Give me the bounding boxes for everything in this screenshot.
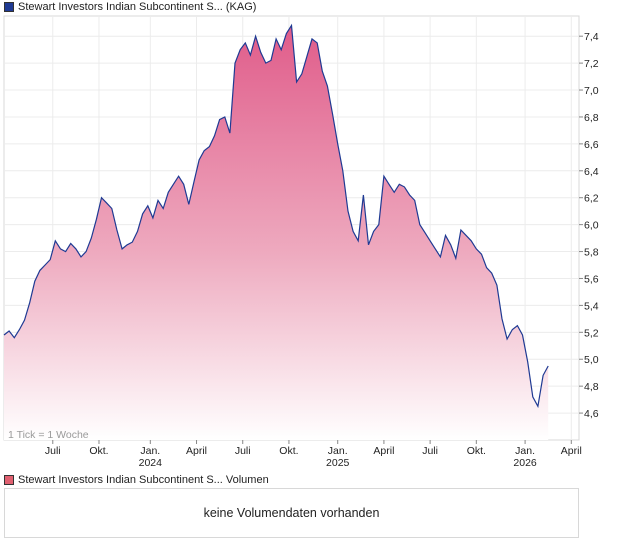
volume-legend-swatch xyxy=(4,475,14,485)
y-tick-label: 6,2 xyxy=(584,193,599,205)
y-tick-label: 6,6 xyxy=(584,139,599,151)
x-tick-label: Jan. xyxy=(328,445,348,457)
price-legend: Stewart Investors Indian Subcontinent S.… xyxy=(4,0,256,14)
price-chart: 4,6 4,8 5,0 5,2 5,4 5,6 5,8 6,0 6,2 6,4 6,6 6,8 7,0 7… xyxy=(3,15,599,469)
y-tick-label: 6,4 xyxy=(584,166,599,178)
price-legend-label: Stewart Investors Indian Subcontinent S.… xyxy=(18,1,257,13)
tick-note: 1 Tick = 1 Woche xyxy=(8,429,89,441)
x-tick-label: April xyxy=(186,445,207,457)
x-tick-label: Okt. xyxy=(279,445,298,457)
y-axis: 4,6 4,8 5,0 5,2 5,4 5,6 5,8 6,0 6,2 6,4 6,6 6,8 7,0 7… xyxy=(579,31,599,420)
y-tick-label: 5,8 xyxy=(584,247,599,259)
x-tick-label: Okt. xyxy=(467,445,486,457)
x-tick-label: Juli xyxy=(235,445,251,457)
price-area xyxy=(4,25,549,441)
y-tick-label: 7,0 xyxy=(584,85,599,97)
x-tick-label: April xyxy=(373,445,394,457)
x-year-label: 2026 xyxy=(513,457,537,469)
x-tick-label: Juli xyxy=(45,445,61,457)
y-tick-label: 6,8 xyxy=(584,112,599,124)
y-tick-label: 5,6 xyxy=(584,273,599,285)
x-year-label: 2024 xyxy=(139,457,163,469)
y-tick-label: 7,2 xyxy=(584,58,599,70)
x-tick-label: April xyxy=(561,445,582,457)
price-legend-swatch xyxy=(4,2,14,12)
volume-empty-message: keine Volumendaten vorhanden xyxy=(203,506,380,520)
y-tick-label: 6,0 xyxy=(584,220,599,232)
y-tick-label: 4,6 xyxy=(584,408,599,420)
y-tick-label: 4,8 xyxy=(584,381,599,393)
y-tick-label: 5,0 xyxy=(584,354,599,366)
y-tick-label: 5,2 xyxy=(584,327,599,339)
volume-panel: keine Volumendaten vorhanden xyxy=(4,488,579,538)
y-tick-label: 5,4 xyxy=(584,300,599,312)
x-tick-label: Jan. xyxy=(515,445,535,457)
volume-legend-label: Stewart Investors Indian Subcontinent S.… xyxy=(18,474,269,486)
x-year-label: 2025 xyxy=(326,457,350,469)
y-tick-label: 7,4 xyxy=(584,31,599,43)
volume-legend: Stewart Investors Indian Subcontinent S.… xyxy=(4,473,269,487)
price-line xyxy=(3,23,549,409)
x-tick-label: Juli xyxy=(422,445,438,457)
x-tick-label: Okt. xyxy=(89,445,108,457)
x-tick-label: Jan. xyxy=(140,445,160,457)
